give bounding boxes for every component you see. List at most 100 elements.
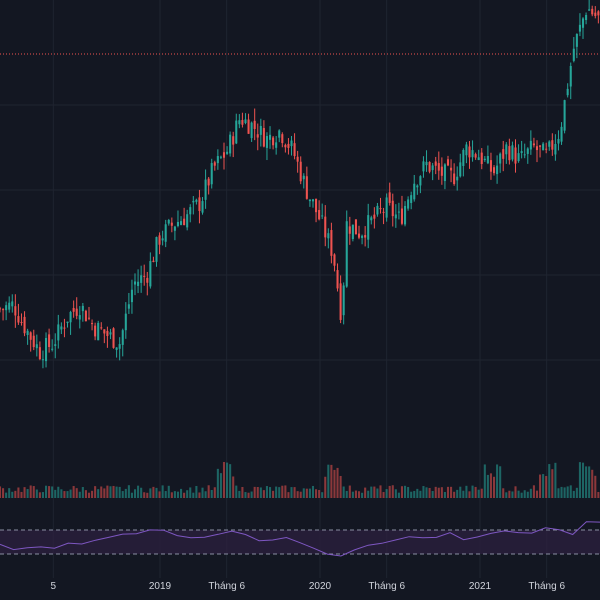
candle xyxy=(327,228,330,249)
candle-body xyxy=(514,147,517,164)
volume-bar xyxy=(379,485,382,498)
candle xyxy=(272,135,275,150)
candle xyxy=(11,294,14,313)
candle-body xyxy=(210,163,213,185)
volume-bar xyxy=(97,489,100,498)
candle-body xyxy=(311,199,315,202)
volume-bar xyxy=(489,473,492,498)
rsi-line xyxy=(0,521,600,557)
candle xyxy=(597,10,600,24)
candle xyxy=(106,326,109,348)
volume-bar xyxy=(370,486,373,498)
candle-body xyxy=(385,197,388,218)
volume-bar xyxy=(14,490,17,498)
volume-bar xyxy=(216,468,219,498)
candle-body xyxy=(563,100,566,131)
candle xyxy=(566,83,569,98)
candle-body xyxy=(149,261,152,287)
volume-bar xyxy=(137,485,140,498)
candle-body xyxy=(72,307,75,312)
candle-body xyxy=(511,145,514,160)
candle-body xyxy=(121,330,124,345)
volume-bar xyxy=(11,491,14,498)
candle xyxy=(422,156,425,178)
candle-body xyxy=(35,344,38,349)
volume-bar xyxy=(5,492,8,498)
candle-body xyxy=(75,308,78,316)
volume-bar xyxy=(235,485,238,498)
candle xyxy=(529,130,532,155)
volume-bar xyxy=(321,492,324,498)
candle xyxy=(591,5,594,17)
candle-body xyxy=(585,14,588,21)
candle-body xyxy=(127,304,130,309)
candle-body xyxy=(259,126,262,135)
candle xyxy=(275,136,278,155)
candle-body xyxy=(578,24,581,32)
volume-bar xyxy=(247,492,250,498)
candle-body xyxy=(391,200,394,217)
volume-bar xyxy=(594,475,597,498)
candle-body xyxy=(268,134,272,140)
volume-bar xyxy=(434,486,437,498)
candle-body xyxy=(542,143,545,151)
candle xyxy=(416,184,419,195)
candle xyxy=(51,339,54,352)
candle-body xyxy=(539,145,542,147)
candle xyxy=(164,219,167,248)
candle xyxy=(539,145,542,158)
candle xyxy=(170,217,173,233)
candle-body xyxy=(566,88,569,96)
volume-bar xyxy=(548,464,551,498)
volume-bar xyxy=(474,486,477,498)
candle-body xyxy=(275,142,278,148)
volume-bar xyxy=(471,485,474,498)
candle-body xyxy=(569,65,572,87)
candle-body xyxy=(361,235,364,238)
candle xyxy=(247,113,250,134)
candle-body xyxy=(229,134,232,154)
candle xyxy=(207,176,210,195)
candle-body xyxy=(324,216,327,238)
candle xyxy=(456,166,459,191)
volume-bar xyxy=(407,487,410,498)
volume-bar xyxy=(8,488,11,498)
volume-bar xyxy=(272,490,275,498)
volume-bar xyxy=(69,489,72,498)
candle xyxy=(361,234,364,245)
candle-body xyxy=(290,140,293,147)
candle xyxy=(195,198,198,205)
candle-body xyxy=(404,205,407,225)
candle-body xyxy=(342,285,345,316)
candle-body xyxy=(453,173,456,185)
volume-bar xyxy=(342,486,345,498)
volume-bar xyxy=(51,486,54,498)
candle-body xyxy=(201,201,204,213)
volume-bar xyxy=(0,486,2,498)
volume-bar xyxy=(275,486,278,498)
candle xyxy=(385,193,388,222)
volume-bar xyxy=(32,486,35,498)
volume-bar xyxy=(367,490,370,498)
candle xyxy=(342,282,345,325)
volume-bar xyxy=(419,490,422,498)
candle xyxy=(87,306,91,321)
candle-body xyxy=(416,185,419,188)
volume-bar xyxy=(324,476,327,498)
candle xyxy=(259,118,262,147)
candle xyxy=(32,329,35,351)
candle xyxy=(569,62,572,100)
volume-bar xyxy=(566,486,569,498)
candle-body xyxy=(330,230,333,256)
candle xyxy=(158,232,161,255)
candle xyxy=(404,201,407,227)
candle xyxy=(241,112,244,128)
candle xyxy=(69,310,72,335)
volume-bar xyxy=(385,489,388,498)
candle xyxy=(410,191,413,210)
candle-body xyxy=(345,221,348,287)
candle-body xyxy=(152,260,155,262)
volume-bar xyxy=(373,486,376,498)
